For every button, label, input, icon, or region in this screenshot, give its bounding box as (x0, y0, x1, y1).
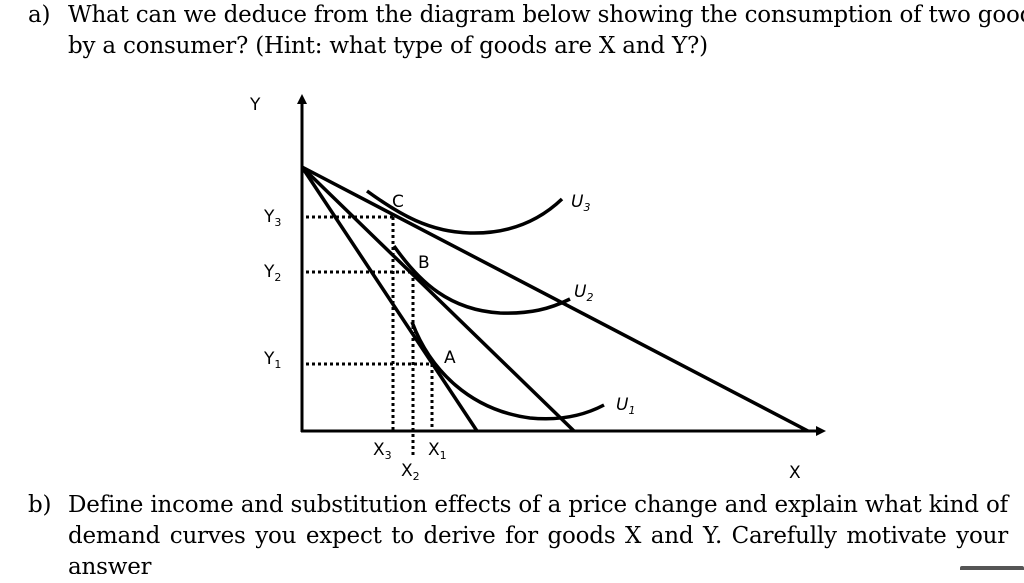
u3-label: U3 (571, 192, 590, 214)
x-axis-arrow-icon (816, 426, 826, 436)
point-a-label: A (444, 348, 456, 368)
question-a-line-2: by a consumer? (Hint: what type of goods… (68, 33, 708, 59)
question-b-line-1: Define income and substitution effects o… (68, 492, 1008, 518)
budget-line-2 (300, 165, 576, 433)
scroll-indicator (960, 566, 1024, 570)
question-b-line-3: answer (68, 554, 152, 580)
y-axis (297, 94, 307, 432)
question-a-line-1: What can we deduce from the diagram belo… (68, 2, 1024, 28)
y3-label: Y3 (263, 207, 281, 229)
x-axis (301, 426, 826, 436)
question-b-number: b) (28, 492, 52, 518)
x3-label: X3 (373, 440, 392, 462)
y-axis-arrow-icon (297, 94, 307, 104)
indifference-curves (365, 189, 605, 421)
indifference-curve-diagram: Y Y3 Y2 Y1 X3 X1 X2 X C B A U3 U2 U1 (249, 94, 826, 483)
y1-label: Y1 (263, 349, 281, 371)
u1-label: U1 (616, 395, 635, 417)
u2-label: U2 (574, 282, 593, 304)
point-b-label: B (418, 253, 430, 273)
budget-line-1 (300, 166, 479, 432)
dotted-guides (306, 215, 434, 455)
question-b-line-2: demand curves you expect to derive for g… (68, 523, 1008, 549)
budget-line-3 (301, 165, 809, 433)
question-a-number: a) (28, 2, 51, 28)
x-axis-label: X (789, 463, 801, 483)
indifference-curve-u1 (410, 321, 605, 421)
point-c-label: C (392, 192, 404, 212)
y2-label: Y2 (263, 262, 281, 284)
x1-label: X1 (428, 440, 447, 462)
y-axis-label: Y (249, 95, 261, 115)
indifference-curve-u3 (365, 189, 564, 235)
x2-label: X2 (401, 461, 420, 483)
budget-lines (300, 165, 809, 433)
indifference-curve-u2 (392, 244, 571, 315)
